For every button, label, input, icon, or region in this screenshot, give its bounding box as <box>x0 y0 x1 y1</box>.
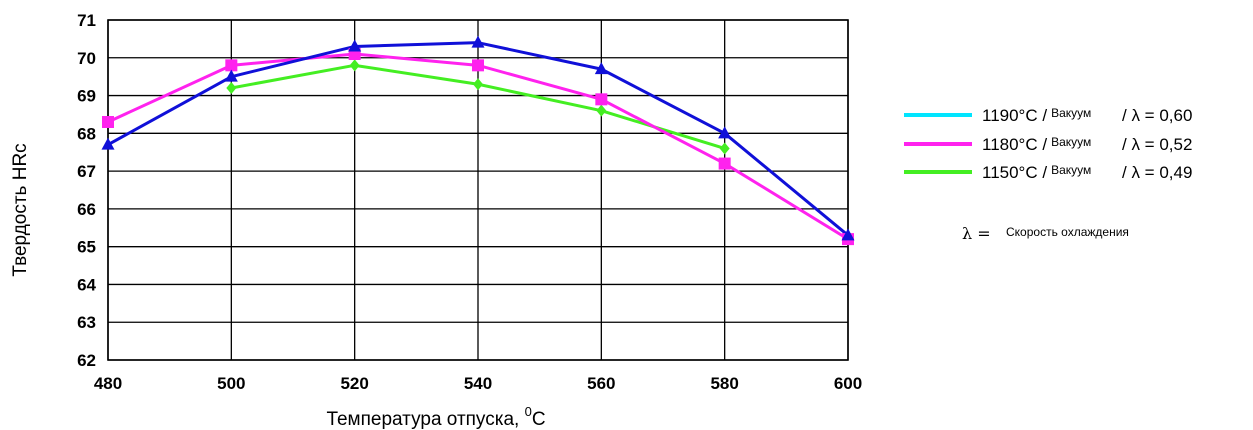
x-tick-label: 600 <box>834 374 862 393</box>
lambda-note: λ = Скорость охлаждения <box>962 224 1129 243</box>
y-tick-label: 62 <box>77 351 96 370</box>
y-tick-label: 71 <box>77 11 96 30</box>
data-point-square <box>225 59 238 72</box>
x-tick-label: 520 <box>340 374 368 393</box>
y-tick-label: 63 <box>77 313 96 332</box>
legend-temp: 1180°C / <box>982 135 1047 154</box>
x-tick-label: 580 <box>710 374 738 393</box>
data-point-diamond <box>349 59 360 72</box>
x-tick-label: 540 <box>464 374 492 393</box>
legend-lambda: / λ = 0,49 <box>1122 163 1192 182</box>
y-tick-label: 68 <box>77 124 96 143</box>
legend-lambda: / λ = 0,60 <box>1122 106 1192 125</box>
y-tick-label: 70 <box>77 49 96 68</box>
data-point-triangle <box>224 69 238 82</box>
data-point-triangle <box>348 39 362 52</box>
data-point-square <box>718 157 731 170</box>
legend-medium: Вакуум <box>1051 106 1091 120</box>
data-point-diamond <box>473 78 483 91</box>
y-tick-label: 67 <box>77 162 96 181</box>
y-tick-label: 69 <box>77 87 96 106</box>
data-point-square <box>595 93 608 106</box>
data-point-square <box>102 116 114 128</box>
data-point-diamond <box>719 142 730 155</box>
legend-entry-2: 1150°C / Вакуум / λ = 0,49 <box>982 163 1192 182</box>
x-tick-label: 500 <box>217 374 245 393</box>
data-point-triangle <box>841 228 855 241</box>
legend: 1190°C / Вакуум / λ = 0,60 1180°C / Вакуум / … <box>904 106 1192 182</box>
x-tick-label: 560 <box>587 374 615 393</box>
legend-entry-0: 1190°C / Вакуум / λ = 0,60 <box>982 106 1192 125</box>
data-point-triangle <box>718 126 732 139</box>
y-axis-label: Твердость HRc <box>10 143 31 276</box>
data-point-triangle <box>101 137 115 150</box>
y-tick-label: 64 <box>77 275 96 294</box>
y-tick-label: 66 <box>77 200 96 219</box>
data-point-triangle <box>594 62 608 75</box>
y-tick-label: 65 <box>77 238 96 257</box>
legend-temp: 1150°C / <box>982 163 1047 182</box>
legend-temp: 1190°C / <box>982 106 1047 125</box>
legend-lambda: / λ = 0,52 <box>1122 135 1192 154</box>
x-tick-label: 480 <box>94 374 122 393</box>
data-point-diamond <box>226 82 237 94</box>
plot-frame <box>107 19 849 361</box>
lambda-note-symbol: λ = <box>962 224 991 243</box>
tick-labels: 62 63 64 65 66 67 68 69 70 71 480 500 520 540 560 580 60… <box>77 11 862 393</box>
legend-medium: Вакуум <box>1051 163 1091 177</box>
legend-medium: Вакуум <box>1051 135 1091 149</box>
data-point-triangle <box>471 35 485 48</box>
data-point-diamond <box>596 104 607 117</box>
series-markers <box>101 35 855 246</box>
data-point-square <box>472 59 484 72</box>
x-axis-label: Температура отпуска, 0C <box>326 404 545 430</box>
lambda-note-text: Скорость охлаждения <box>1006 225 1129 239</box>
legend-entry-1: 1180°C / Вакуум / λ = 0,52 <box>982 135 1192 154</box>
